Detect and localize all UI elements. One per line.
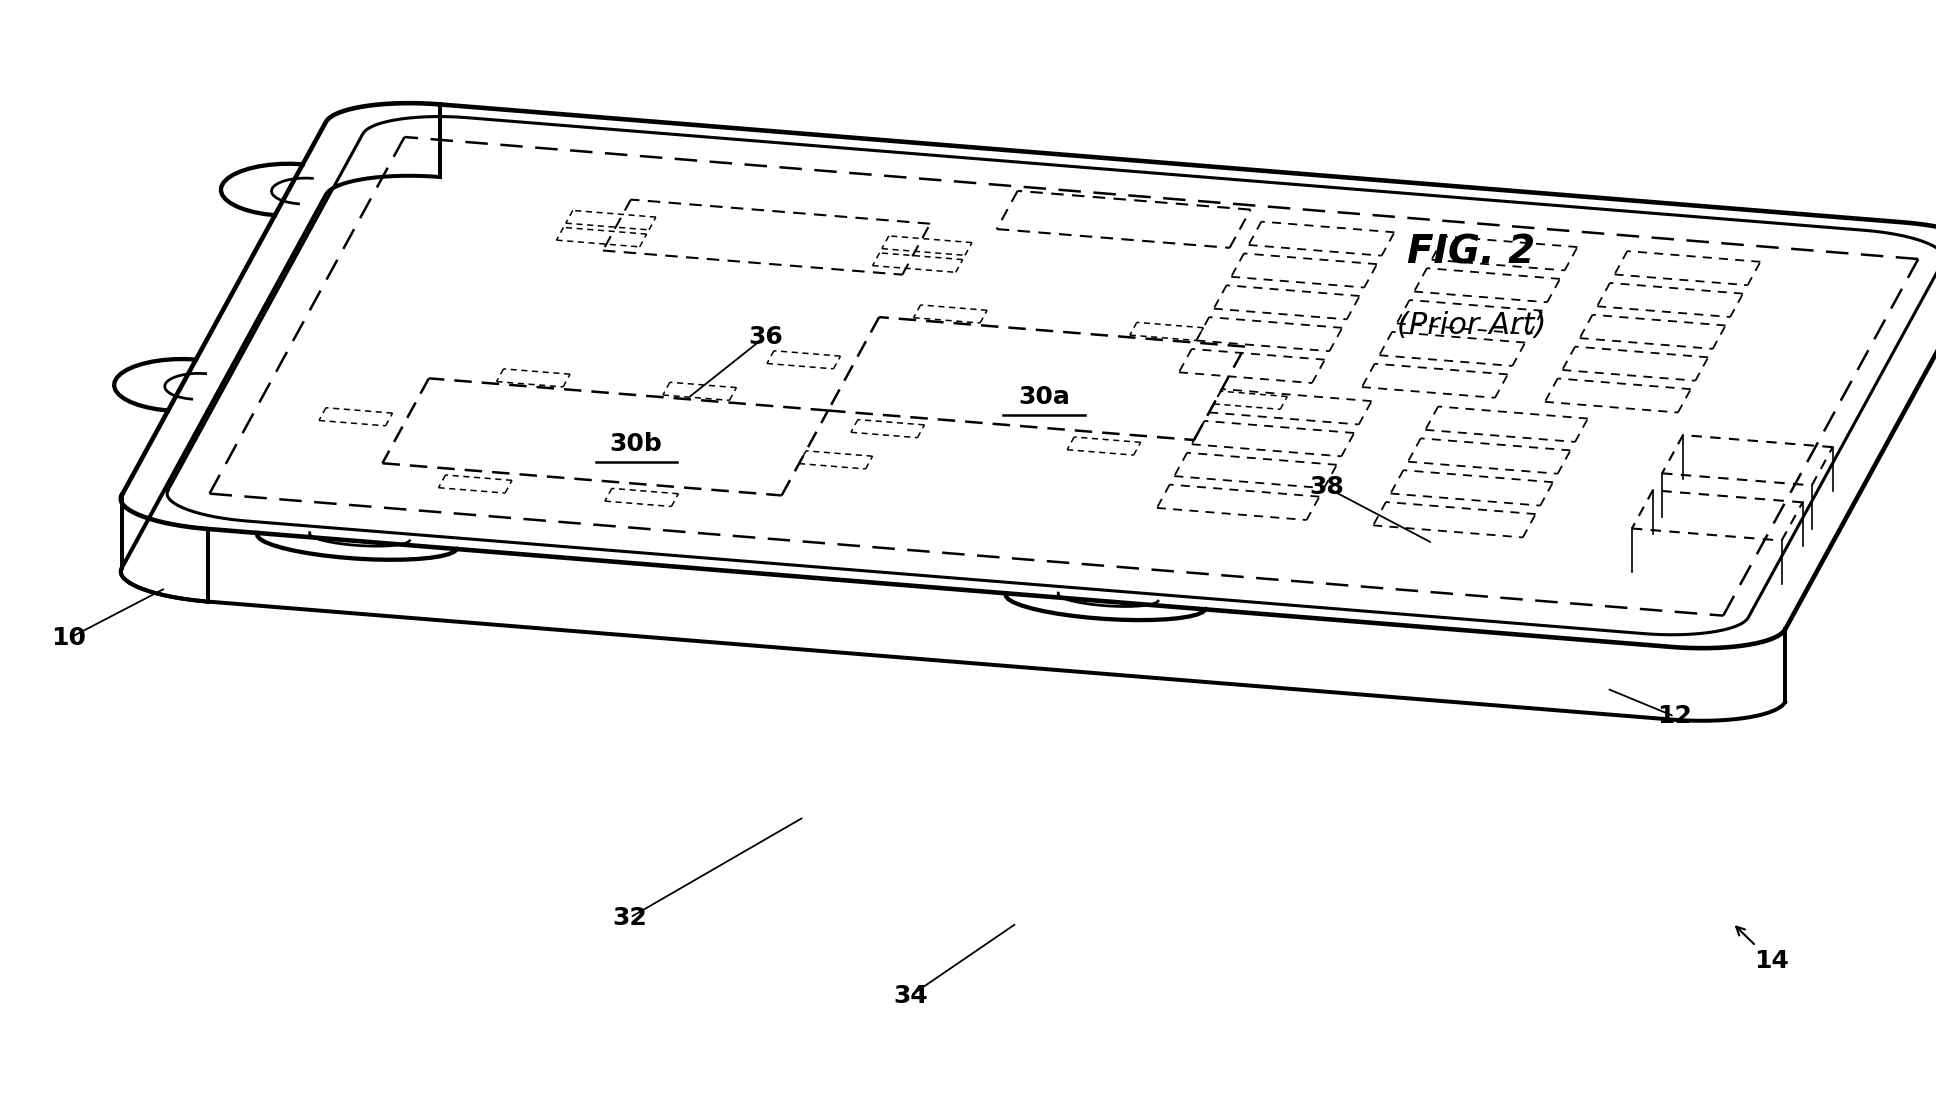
Text: 32: 32 bbox=[612, 905, 647, 930]
Text: 36: 36 bbox=[748, 325, 783, 348]
Text: 10: 10 bbox=[52, 626, 87, 651]
Text: FIG. 2: FIG. 2 bbox=[1408, 234, 1536, 272]
Text: 30b: 30b bbox=[610, 432, 662, 456]
Text: 12: 12 bbox=[1656, 704, 1691, 728]
Text: 14: 14 bbox=[1736, 926, 1788, 973]
Text: 38: 38 bbox=[1309, 475, 1344, 500]
Text: (Prior Art): (Prior Art) bbox=[1397, 311, 1546, 339]
Text: 30a: 30a bbox=[1019, 385, 1069, 409]
Text: 34: 34 bbox=[893, 983, 928, 1008]
